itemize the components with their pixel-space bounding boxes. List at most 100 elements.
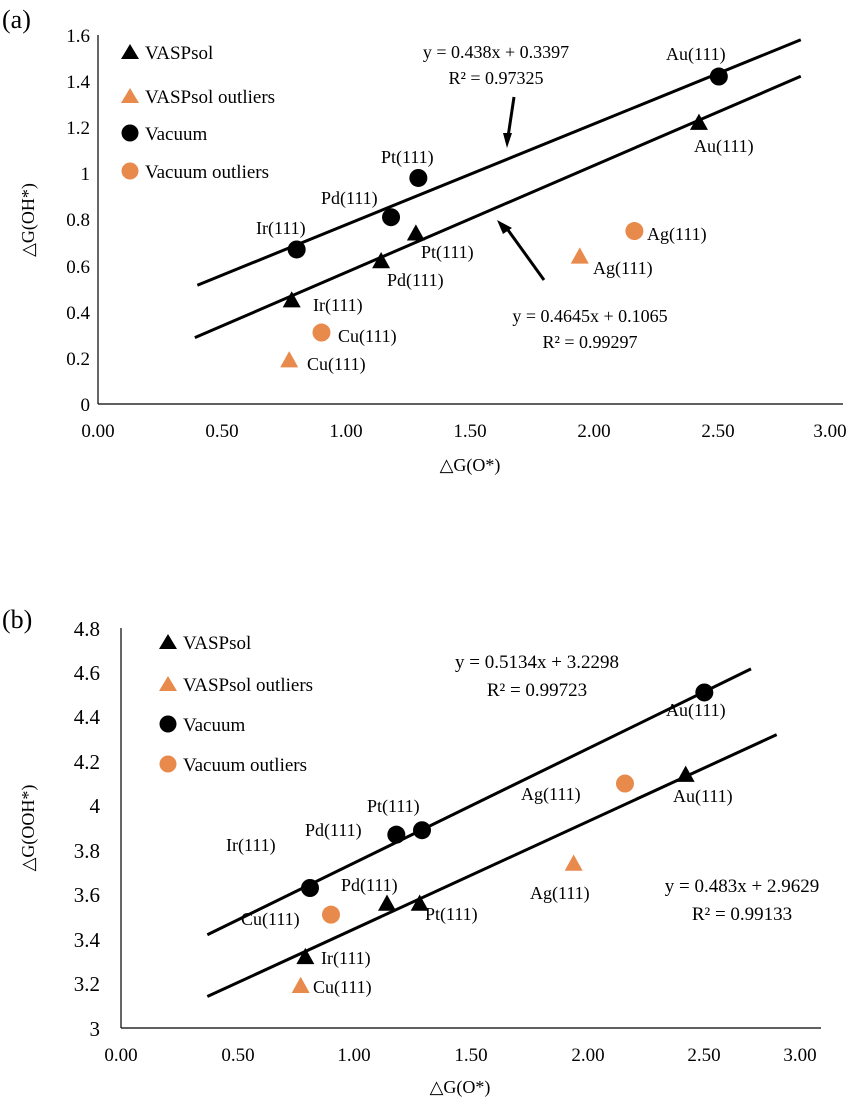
y-tick-label: 4.6 [74,661,100,685]
fit-equation-vaspsol: y = 0.483x + 2.9629 [665,876,819,897]
legend-marker-triangle [121,88,139,103]
legend-marker-triangle [159,634,177,649]
y-tick-label: 0.2 [66,349,90,370]
panel-b-x-axis-title: △G(O*) [430,1077,491,1098]
point-label: Pt(111) [367,796,420,817]
panel-a-legend: VASPsol VASPsol outliers Vacuum Vacuum o… [121,43,275,183]
data-point-vacuum-pt111 [413,821,431,840]
point-label: Pd(111) [341,875,398,896]
x-tick-label: 0.00 [104,1045,137,1066]
data-point-vacuum-pt111 [409,168,428,187]
point-label: Ir(111) [321,948,371,969]
panel-a: (a) 0 0.2 0.4 0.6 0.8 1 1.2 1.4 1.6 0.00… [2,5,847,476]
legend-marker-triangle [121,44,139,59]
fit-line-vaspsol [194,74,802,340]
legend-label: Vacuum outliers [145,162,269,183]
x-tick-label: 2.00 [577,421,610,442]
point-label: Au(111) [694,136,754,157]
data-point-vacuum-outlier-cu111 [322,905,340,924]
point-label: Ir(111) [313,295,363,316]
legend-label: VASPsol outliers [183,675,313,696]
y-tick-label: 0.4 [66,303,90,324]
data-point-vacuum-au111 [695,683,714,702]
fit-equation-vaspsol: y = 0.4645x + 0.1065 [512,306,667,326]
point-label: Ir(111) [256,218,306,239]
point-label: Cu(111) [307,354,366,375]
point-label: Cu(111) [338,326,397,347]
fit-r2-vacuum: R² = 0.97325 [448,68,543,88]
legend-label: VASPsol [183,633,251,654]
y-tick-label: 0 [81,395,91,416]
legend-marker-circle [121,162,139,180]
x-tick-label: 2.50 [687,1045,720,1066]
point-label: Ag(111) [647,224,707,245]
data-point-vacuum-outlier-ag111 [616,774,634,793]
y-tick-label: 3.2 [74,972,100,996]
data-point-vaspsol-pd111 [372,252,391,269]
point-label: Cu(111) [241,909,300,930]
data-point-vacuum-ir111 [287,240,306,259]
data-point-vaspsol-pd111 [378,894,396,911]
data-point-vaspsol-ir111 [282,291,301,308]
data-point-vaspsol-outlier-cu111 [291,976,310,993]
data-point-vaspsol-outlier-cu111 [280,351,299,368]
legend-marker-triangle [159,676,177,691]
fit-r2-vaspsol: R² = 0.99133 [692,904,792,925]
legend-label: Vacuum [183,715,245,736]
x-tick-label: 1.00 [329,421,362,442]
panel-a-y-tick-labels: 0 0.2 0.4 0.6 0.8 1 1.2 1.4 1.6 [66,26,90,416]
x-tick-label: 0.00 [81,421,114,442]
x-tick-label: 0.50 [221,1045,254,1066]
data-point-vaspsol-outlier-ag111 [564,854,583,871]
data-point-vaspsol-outlier-ag111 [570,247,589,264]
panel-a-label: (a) [2,5,31,34]
point-label: Pt(111) [425,904,478,925]
point-label: Pd(111) [321,188,378,209]
x-tick-label: 3.00 [813,421,846,442]
y-tick-label: 3.6 [74,883,100,907]
arrow-to-vaspsol-fit [497,220,546,281]
legend-marker-circle [159,715,177,733]
legend-label: Vacuum outliers [183,755,307,776]
x-tick-label: 2.00 [571,1045,604,1066]
y-tick-label: 1 [81,164,91,185]
fit-r2-vacuum: R² = 0.99723 [487,680,587,701]
y-tick-label: 1.6 [66,26,90,47]
point-label: Pt(111) [381,147,434,168]
data-point-vacuum-outlier-ag111 [625,222,644,241]
point-label: Au(111) [673,786,733,807]
fit-equation-vacuum: y = 0.5134x + 3.2298 [455,652,619,673]
x-tick-label: 0.50 [205,421,238,442]
data-point-vacuum-pd111 [382,208,401,227]
panel-b-y-axis-title: △G(OOH*) [18,785,39,872]
data-point-vacuum-au111 [709,67,728,86]
fit-line-vacuum [206,667,752,937]
x-tick-label: 1.50 [454,1045,487,1066]
data-point-vaspsol-pt111 [410,894,429,911]
legend-label: VASPsol [145,43,213,64]
y-tick-label: 4 [90,794,101,818]
legend-label: Vacuum [145,124,207,145]
y-tick-label: 4.2 [74,750,100,774]
x-tick-label: 1.50 [453,421,486,442]
point-label: Ag(111) [521,784,581,805]
legend-label: VASPsol outliers [145,87,275,108]
point-label: Cu(111) [313,977,372,998]
y-tick-label: 0.6 [66,257,90,278]
y-tick-label: 4.4 [74,705,101,729]
data-point-vacuum-outlier-cu111 [312,323,331,342]
point-label: Pd(111) [387,270,444,291]
arrow-to-vacuum-fit [503,96,516,148]
y-tick-label: 1.2 [66,118,90,139]
fit-r2-vaspsol: R² = 0.99297 [542,332,637,352]
panel-b-x-tick-labels: 0.00 0.50 1.00 1.50 2.00 2.50 3.00 [104,1045,816,1066]
y-tick-label: 3.8 [74,839,100,863]
y-tick-label: 1.4 [66,72,90,93]
y-tick-label: 3 [90,1017,101,1041]
data-point-vaspsol-ir111 [296,947,315,965]
panel-a-y-axis-title: △G(OH*) [18,183,39,257]
panel-b-y-tick-labels: 3 3.2 3.4 3.6 3.8 4 4.2 4.4 4.6 4.8 [74,617,101,1041]
point-label: Ag(111) [530,883,590,904]
panel-b-legend: VASPsol VASPsol outliers Vacuum Vacuum o… [159,633,313,776]
